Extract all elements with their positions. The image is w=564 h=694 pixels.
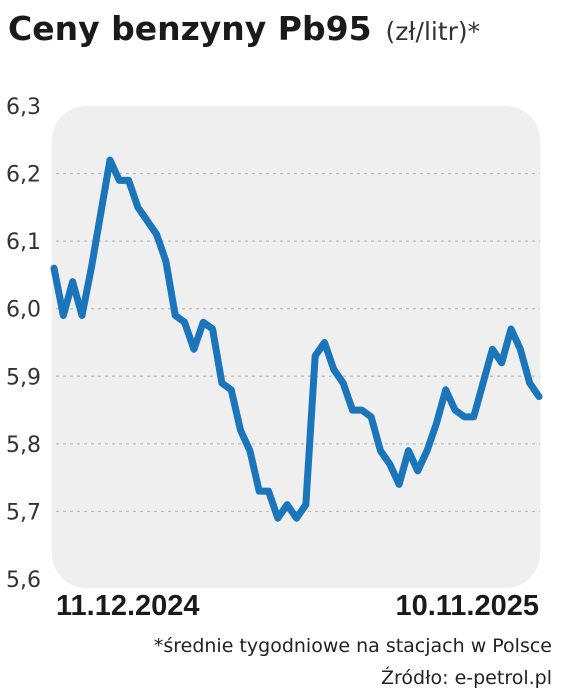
- y-tick-label: 5,6: [6, 568, 41, 593]
- y-tick-label: 5,7: [6, 500, 41, 525]
- footnote: *średnie tygodniowe na stacjach w Polsce: [154, 635, 552, 657]
- chart-title-main: Ceny benzyny Pb95: [8, 9, 372, 48]
- y-tick-label: 5,9: [6, 365, 41, 390]
- source: Źródło: e-petrol.pl: [381, 666, 552, 689]
- y-axis-ticks: 6,3 6,2 6,1 6,0 5,9 5,8 5,7 5,6: [6, 95, 41, 593]
- y-tick-label: 6,1: [6, 230, 41, 255]
- series-line: [50, 156, 543, 522]
- y-tick-label: 5,8: [6, 433, 41, 458]
- series-layer: [50, 156, 543, 522]
- x-tick-end: 10.11.2025: [395, 590, 539, 622]
- y-tick-label: 6,0: [6, 298, 41, 323]
- chart-title: Ceny benzyny Pb95 (zł/litr)*: [8, 9, 480, 48]
- x-tick-start: 11.12.2024: [56, 590, 200, 622]
- y-tick-label: 6,3: [6, 95, 41, 120]
- y-tick-label: 6,2: [6, 163, 41, 188]
- chart-title-unit: (zł/litr)*: [386, 17, 481, 46]
